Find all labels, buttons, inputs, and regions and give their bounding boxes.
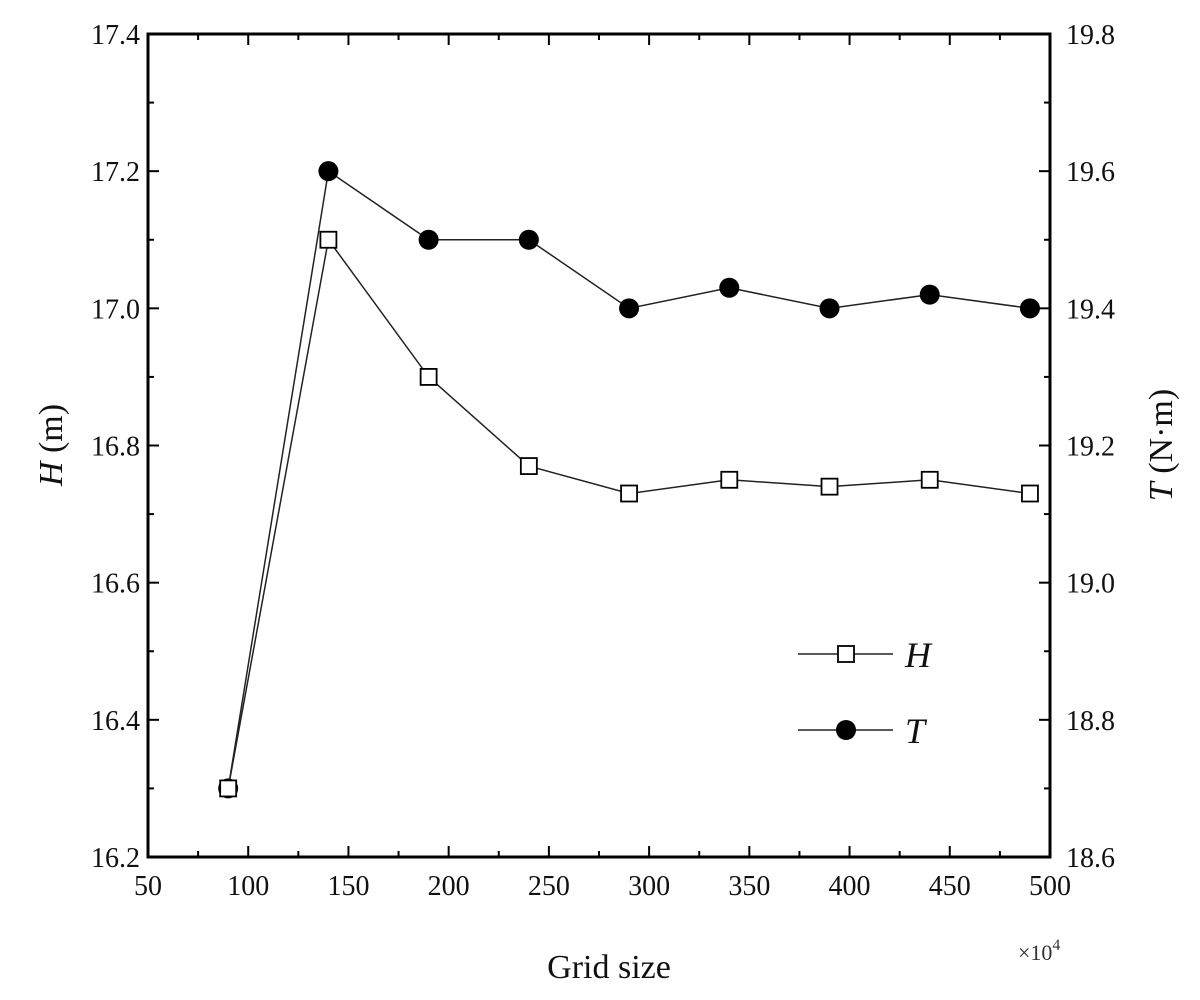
series-t-point: [919, 284, 940, 305]
left-y-tick-label: 17.4: [91, 20, 140, 51]
x-tick-label: 450: [929, 871, 971, 902]
series-h-point: [720, 470, 739, 489]
series-h-point: [519, 457, 538, 475]
left-y-tick-label: 17.0: [91, 294, 140, 325]
right-y-tick-label: 19.0: [1066, 569, 1115, 600]
series-t-line: [227, 169, 1031, 789]
right-y-tick-label: 19.2: [1066, 432, 1115, 463]
left-y-axis-ticks: 16.2 16.4 16.6 16.8 17.0 17.2 17.4: [91, 20, 159, 874]
x-tick-label: 500: [1029, 871, 1071, 902]
series-h-point: [1021, 484, 1039, 503]
legend-item-t: T: [798, 711, 928, 751]
series-layer: [218, 161, 1040, 799]
series-t-point: [518, 229, 539, 250]
x-multiplier-exponent: 4: [1052, 937, 1060, 954]
x-axis-ticks: 50 100 150 200 250 300 350 400 450 500: [134, 34, 1071, 902]
series-h-point: [820, 477, 839, 496]
plot-frame: [146, 32, 1052, 859]
x-tick-label: 150: [327, 871, 369, 902]
series-h-line: [227, 237, 1031, 789]
series-h-point: [319, 230, 338, 249]
left-y-axis-title: H (m): [33, 404, 70, 487]
right-y-axis-ticks: 18.6 18.8 19.0 19.2 19.4 19.6 19.8: [1039, 20, 1115, 874]
series-t-point: [418, 229, 439, 250]
x-tick-label: 250: [528, 871, 570, 902]
legend: H T: [798, 635, 933, 751]
series-h-point: [920, 470, 939, 489]
x-axis-multiplier: ×104: [1018, 937, 1060, 965]
legend-circle-marker: [836, 720, 856, 740]
left-y-axis-variable: H: [33, 459, 70, 487]
right-y-axis-variable: T: [1143, 480, 1180, 501]
x-tick-label: 50: [134, 871, 162, 902]
right-y-tick-label: 18.8: [1066, 706, 1115, 737]
x-multiplier-base: ×10: [1018, 940, 1052, 965]
series-h-point: [419, 368, 438, 386]
x-tick-label: 300: [628, 871, 670, 902]
x-tick-label: 200: [428, 871, 470, 902]
left-y-tick-label: 16.8: [91, 432, 140, 463]
right-y-axis-unit: (N·m): [1143, 389, 1180, 482]
left-y-tick-label: 17.2: [91, 157, 140, 188]
legend-item-h: H: [798, 635, 933, 675]
series-h-point: [219, 779, 238, 798]
legend-label-t: T: [905, 711, 928, 751]
right-y-tick-label: 18.6: [1066, 843, 1115, 874]
series-t-point: [318, 161, 339, 182]
right-y-axis-title: T (N·m): [1143, 389, 1180, 501]
x-tick-label: 350: [728, 871, 770, 902]
x-axis-title: Grid size: [547, 949, 671, 986]
left-y-tick-label: 16.2: [91, 843, 140, 874]
series-h: [219, 230, 1039, 798]
series-t-point: [819, 298, 840, 319]
series-h-point: [620, 484, 638, 503]
left-y-tick-label: 16.6: [91, 569, 140, 600]
left-y-tick-label: 16.4: [91, 706, 140, 737]
right-y-tick-label: 19.8: [1066, 20, 1115, 51]
left-y-axis-unit: (m): [33, 404, 70, 462]
series-t-point: [719, 277, 740, 298]
legend-square-marker: [837, 645, 855, 663]
x-tick-label: 400: [829, 871, 871, 902]
x-tick-label: 100: [227, 871, 269, 902]
right-y-tick-label: 19.6: [1066, 157, 1115, 188]
legend-label-h: H: [904, 635, 933, 675]
series-t-point: [619, 298, 640, 319]
series-t-point: [1019, 298, 1040, 319]
right-y-tick-label: 19.4: [1066, 294, 1115, 325]
